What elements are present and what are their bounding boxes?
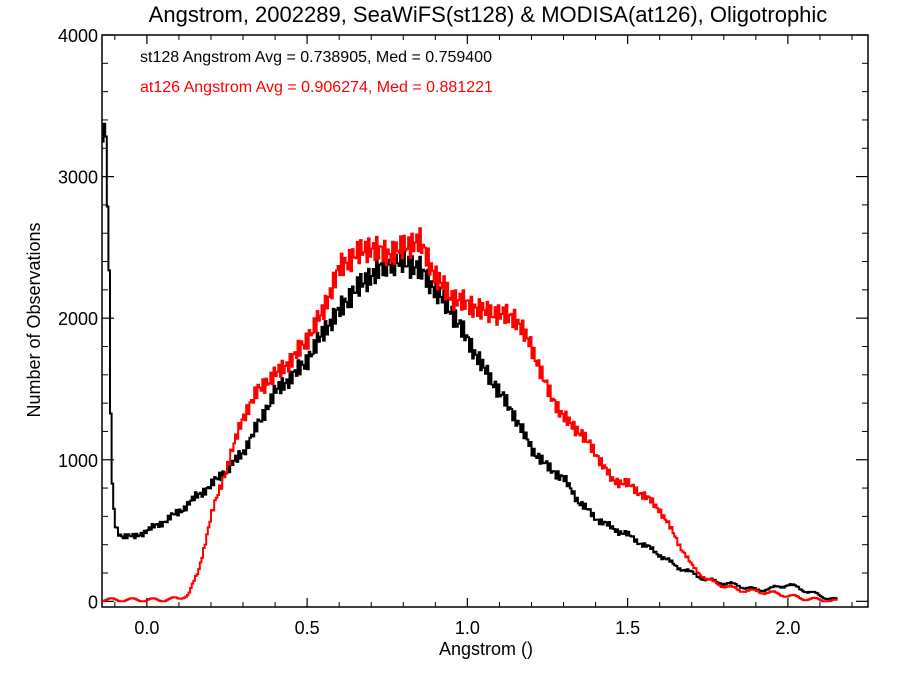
x-axis: 0.0 0.5 1.0 1.5 2.0	[114, 35, 853, 638]
y-tick-label: 2000	[58, 309, 98, 329]
y-tick-label: 0	[88, 592, 98, 612]
x-tick-label: 2.0	[775, 618, 800, 638]
legend-st128: st128 Angstrom Avg = 0.738905, Med = 0.7…	[140, 49, 492, 66]
chart-title: Angstrom, 2002289, SeaWiFS(st128) & MODI…	[149, 2, 828, 27]
x-tick-label: 1.0	[455, 618, 480, 638]
y-tick-label: 3000	[58, 168, 98, 188]
x-tick-label: 1.5	[615, 618, 640, 638]
series-st128	[102, 122, 838, 601]
y-tick-label: 1000	[58, 451, 98, 471]
y-axis: 0 1000 2000 3000 4000	[58, 26, 868, 612]
x-tick-label: 0.5	[295, 618, 320, 638]
y-axis-label: Number of Observations	[24, 222, 44, 417]
series-at126	[102, 227, 838, 603]
series-layer	[102, 122, 838, 603]
legend-at126: at126 Angstrom Avg = 0.906274, Med = 0.8…	[140, 79, 493, 96]
plot-frame	[101, 34, 869, 608]
y-tick-label: 4000	[58, 26, 98, 46]
x-axis-label: Angstrom ()	[439, 639, 533, 659]
x-tick-label: 0.0	[134, 618, 159, 638]
legend: st128 Angstrom Avg = 0.738905, Med = 0.7…	[140, 49, 493, 96]
